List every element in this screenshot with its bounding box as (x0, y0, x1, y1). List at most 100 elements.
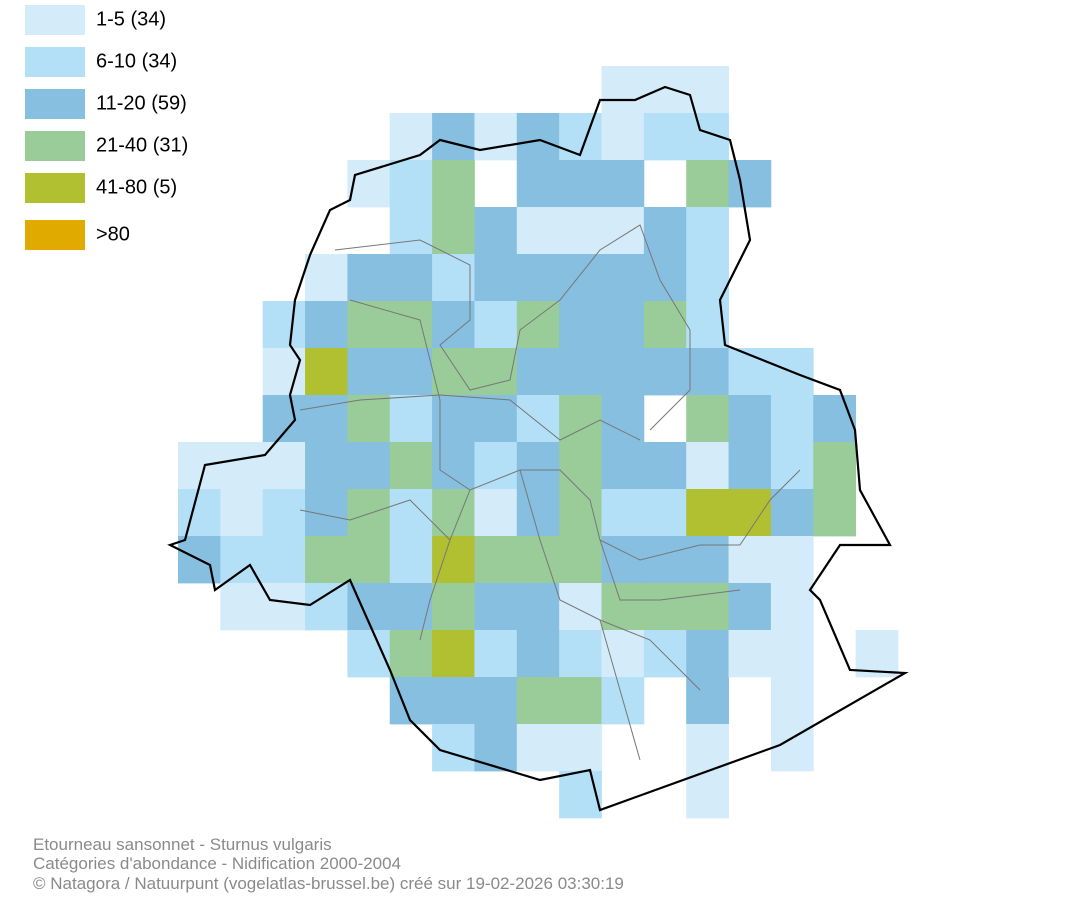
grid-cell (389, 536, 433, 584)
grid-cell (601, 395, 645, 443)
grid-cell (770, 489, 814, 537)
grid-cell (559, 348, 602, 396)
grid-cell (389, 160, 433, 208)
grid-cell (474, 536, 518, 584)
grid-cell (855, 630, 899, 678)
grid-cell (559, 254, 602, 302)
grid-cell (432, 442, 475, 490)
grid-cell (686, 677, 729, 725)
grid-cell (347, 536, 391, 584)
grid-cell (516, 207, 560, 255)
grid-cell (220, 442, 264, 490)
grid-cell (347, 254, 391, 302)
grid-cell (347, 301, 391, 349)
grid-cell (770, 395, 814, 443)
grid-cell (389, 254, 433, 302)
grid-cell (559, 630, 602, 678)
grid-cell (728, 583, 772, 631)
grid-cell (474, 677, 518, 725)
grid-cell (516, 113, 560, 161)
grid-cell (643, 348, 687, 396)
legend-swatch (25, 220, 85, 250)
footer-line: Etourneau sansonnet - Sturnus vulgaris (33, 835, 332, 854)
grid-cell (770, 724, 814, 772)
grid-cell (262, 301, 306, 349)
grid-cell (262, 348, 306, 396)
grid-cell (516, 442, 560, 490)
grid-cell (813, 489, 856, 537)
grid-cell (686, 207, 729, 255)
legend-label: 6-10 (34) (96, 50, 177, 72)
grid-cell (474, 207, 518, 255)
grid-cell (686, 724, 729, 772)
grid-cell (389, 207, 433, 255)
grid-cell (728, 395, 772, 443)
grid-cell (516, 724, 560, 772)
grid-cell (686, 489, 729, 537)
grid-cell (432, 301, 475, 349)
grid-cell (559, 207, 602, 255)
grid-cell (601, 536, 645, 584)
grid-cell (686, 771, 729, 819)
grid-cell (686, 254, 729, 302)
grid-cell (516, 301, 560, 349)
grid-cell (728, 442, 772, 490)
grid-cell (432, 207, 475, 255)
grid-cell (474, 630, 518, 678)
grid-cell (432, 254, 475, 302)
grid-cell (686, 160, 729, 208)
grid-cell (347, 160, 391, 208)
grid-cell (262, 536, 306, 584)
grid-cell (770, 630, 814, 678)
grid-cell (559, 677, 602, 725)
grid-cell (178, 442, 221, 490)
grid-cell (728, 536, 772, 584)
grid-cell (220, 489, 264, 537)
legend-label: 1-5 (34) (96, 8, 166, 30)
grid-cell (770, 442, 814, 490)
grid-cell (474, 442, 518, 490)
grid-cell (474, 395, 518, 443)
grid-cell (432, 395, 475, 443)
grid-cell (262, 583, 306, 631)
grid-cell (305, 442, 348, 490)
grid-cell (516, 677, 560, 725)
grid-cell (559, 771, 602, 819)
legend-label: 21-40 (31) (96, 134, 188, 156)
grid-cell (389, 583, 433, 631)
grid-cell (389, 113, 433, 161)
grid-cell (559, 442, 602, 490)
footer-line: Catégories d'abondance - Nidification 20… (33, 854, 401, 873)
grid-cell (389, 442, 433, 490)
grid-cell (643, 254, 687, 302)
grid-cell (305, 348, 348, 396)
grid-cell (813, 395, 856, 443)
grid-cell (559, 724, 602, 772)
legend-swatch (25, 89, 85, 119)
grid-cell (686, 583, 729, 631)
grid-cell (347, 489, 391, 537)
grid-cell (643, 489, 687, 537)
legend-label: 41-80 (5) (96, 176, 177, 198)
grid-cell (559, 536, 602, 584)
grid-cell (474, 489, 518, 537)
legend-swatch (25, 131, 85, 161)
legend-label: >80 (96, 223, 130, 245)
commune-borders (299, 224, 801, 761)
grid-cell (516, 348, 560, 396)
grid-cell (601, 442, 645, 490)
grid-cell (347, 395, 391, 443)
grid-cell (601, 583, 645, 631)
grid (178, 66, 899, 819)
grid-cell (643, 207, 687, 255)
grid-cell (643, 113, 687, 161)
grid-cell (601, 254, 645, 302)
grid-cell (643, 442, 687, 490)
grid-cell (262, 395, 306, 443)
grid-cell (432, 536, 475, 584)
grid-cell (686, 536, 729, 584)
grid-cell (601, 207, 645, 255)
grid-cell (686, 630, 729, 678)
grid-cell (601, 66, 645, 114)
